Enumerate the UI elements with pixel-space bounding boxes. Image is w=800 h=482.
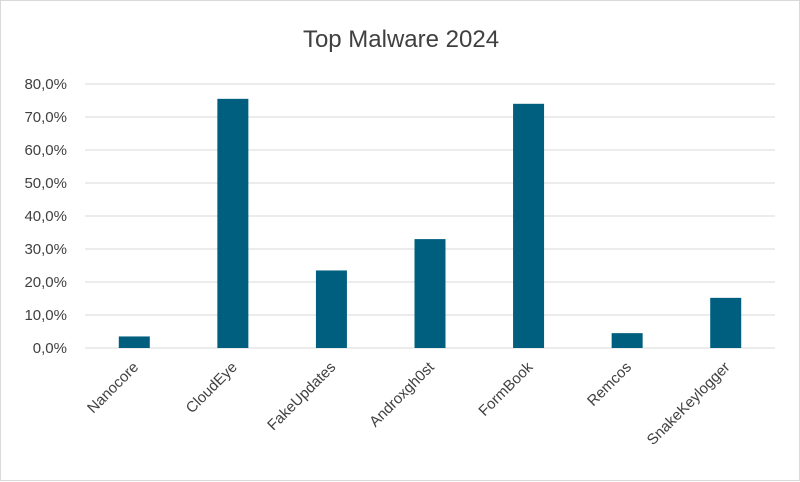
bar-fakeupdates	[315, 270, 347, 348]
y-axis-ticks: 0,0% 10,0% 20,0% 30,0% 40,0% 50,0% 60,0% 70,0% 8…	[24, 76, 67, 357]
x-axis-categories: Nanocore CloudEye FakeUpdates Androxgh0st Fo…	[84, 358, 733, 448]
gridlines	[85, 83, 775, 349]
category-label: Nanocore	[84, 359, 142, 417]
y-tick-label: 80,0%	[24, 76, 67, 93]
category-label: Remcos	[584, 359, 635, 410]
bars	[118, 98, 742, 348]
category-label: CloudEye	[183, 359, 241, 417]
category-label: FormBook	[475, 358, 536, 419]
bar-cloudeye	[217, 98, 249, 348]
y-tick-label: 40,0%	[24, 208, 67, 225]
category-label: Androxgh0st	[366, 358, 438, 430]
y-tick-label: 20,0%	[24, 274, 67, 291]
y-tick-label: 60,0%	[24, 142, 67, 159]
bar-nanocore	[118, 336, 150, 348]
y-tick-label: 70,0%	[24, 109, 67, 126]
y-tick-label: 30,0%	[24, 241, 67, 258]
bar-androxgh0st	[414, 239, 446, 348]
category-label: FakeUpdates	[264, 359, 339, 434]
y-tick-label: 0,0%	[33, 340, 67, 357]
category-label: SnakeKeylogger	[644, 359, 734, 449]
chart-title: Top Malware 2024	[303, 26, 499, 53]
bar-remcos	[611, 333, 643, 348]
y-tick-label: 50,0%	[24, 175, 67, 192]
bar-snakekeylogger	[710, 297, 742, 348]
bar-formbook	[513, 103, 545, 348]
y-tick-label: 10,0%	[24, 307, 67, 324]
